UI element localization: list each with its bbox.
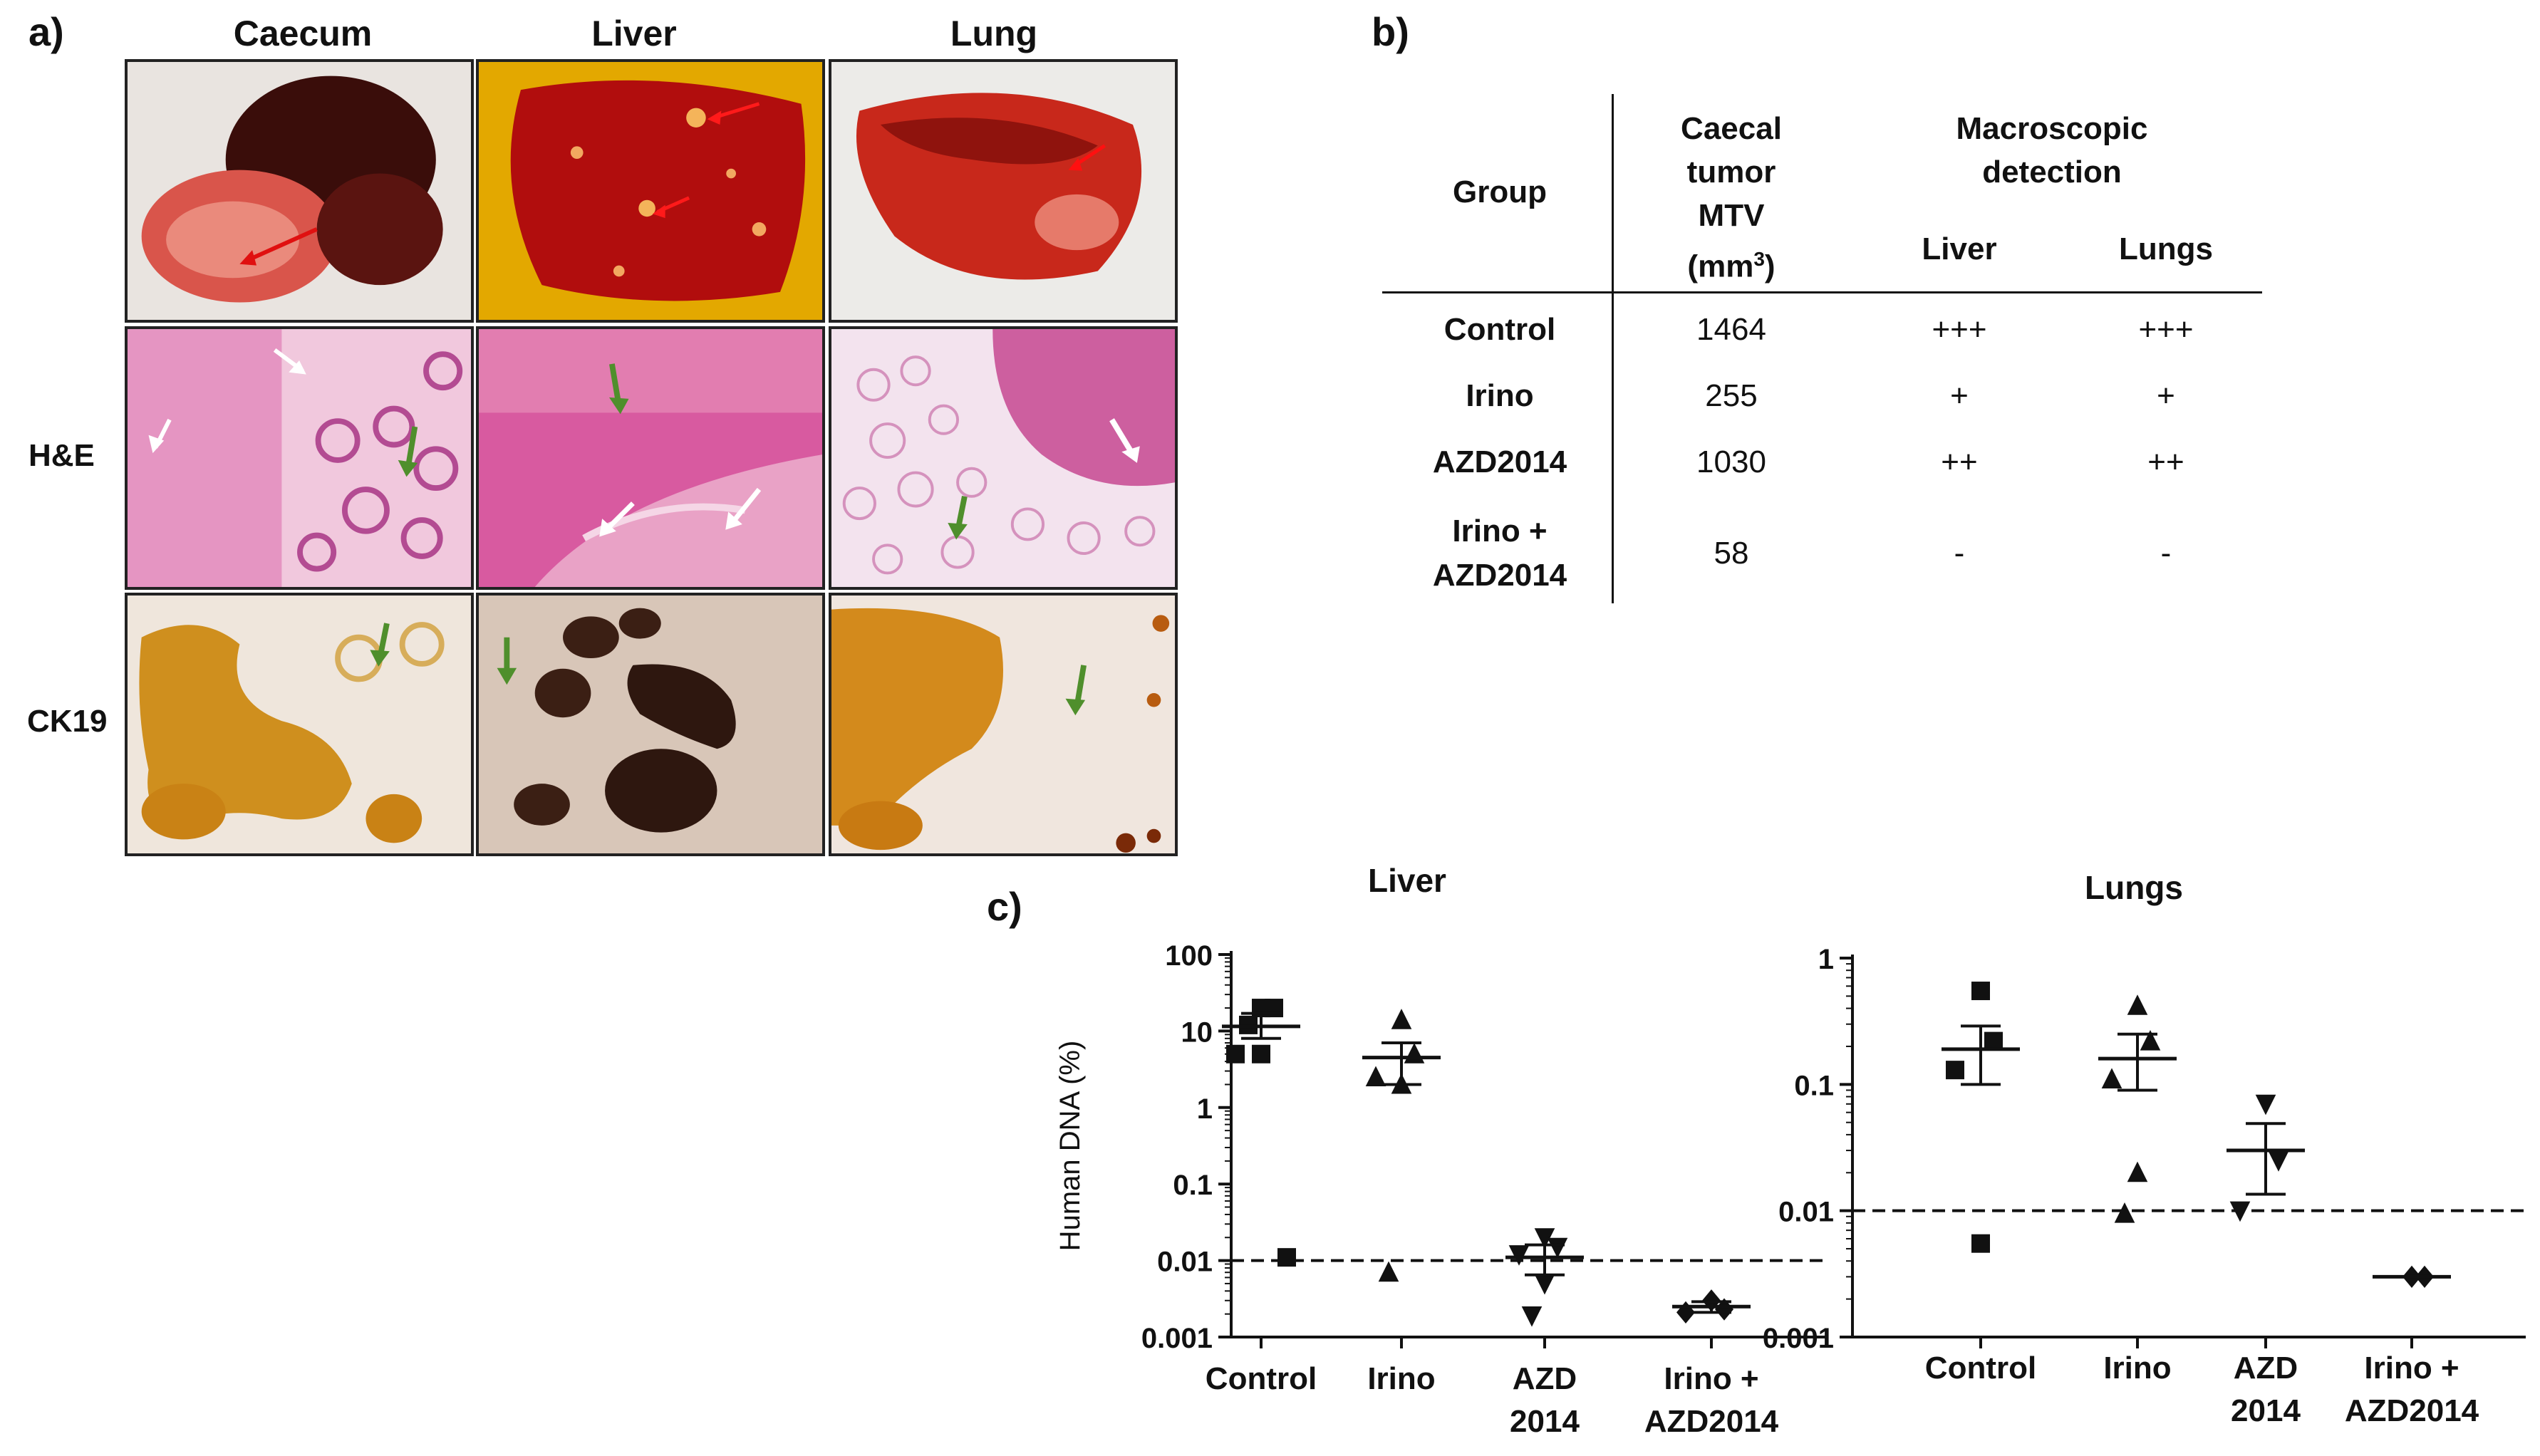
column-title-liver: Liver (591, 14, 677, 53)
column-title-caecum: Caecum (233, 14, 373, 53)
panel-b-letter: b) (1372, 9, 1409, 54)
table-cell-mtv: 1030 (1696, 444, 1766, 479)
lung-ck19-micrograph (829, 593, 1178, 856)
data-point (2114, 1202, 2135, 1223)
table-cell-group: Irino (1466, 378, 1534, 413)
table-cell-mtv: 255 (1705, 378, 1758, 413)
x-tick-label: AZD2014 (2345, 1393, 2479, 1428)
liver-macroscopic-photo (476, 59, 825, 323)
y-tick-label: 0.001 (1763, 1323, 1834, 1354)
data-point (2140, 1030, 2161, 1051)
y-tick-label: 0.1 (1173, 1170, 1213, 1201)
table-cell-group: Control (1443, 312, 1556, 347)
header-group: Group (1453, 175, 1547, 209)
data-point (1391, 1009, 1412, 1029)
x-tick-label: AZD2014 (1644, 1404, 1779, 1439)
data-point (1277, 1248, 1296, 1267)
table-cell-liver: - (1954, 536, 1965, 571)
caecum-macroscopic-photo (125, 59, 474, 323)
data-point (2127, 994, 2148, 1015)
data-point (2127, 1161, 2148, 1182)
y-tick-label: 0.001 (1141, 1323, 1213, 1354)
data-point (1946, 1061, 1964, 1080)
x-tick-label: Control (1925, 1351, 2036, 1385)
y-tick-label: 1 (1197, 1093, 1213, 1125)
data-point (1226, 1044, 1245, 1064)
y-tick-label: 100 (1165, 940, 1213, 972)
panel-c-letter: c) (987, 884, 1022, 929)
table-header-rule (1382, 291, 2262, 293)
table-cell-lungs: ++ (2147, 444, 2184, 479)
x-tick-label: Irino (2103, 1351, 2171, 1385)
data-point (1365, 1066, 1386, 1087)
y-tick-label: 1 (1818, 944, 1834, 975)
data-point (2255, 1094, 2276, 1116)
y-tick-label: 0.1 (1794, 1070, 1834, 1101)
data-point (1547, 1237, 1568, 1259)
header-macroscopic-detection: Macroscopic detection (1956, 111, 2148, 189)
data-point (1534, 1228, 1555, 1249)
data-point (1971, 982, 1990, 1001)
table-cell-lungs: - (2160, 536, 2172, 571)
x-tick-label: Irino + (1664, 1361, 1758, 1396)
data-point (1971, 1234, 1990, 1253)
caecum-ck19-micrograph (125, 593, 474, 856)
data-point (1521, 1306, 1543, 1327)
data-point (1508, 1245, 1530, 1266)
x-tick-label: 2014 (2231, 1393, 2301, 1428)
table-cell-group: AZD2014 (1432, 444, 1567, 479)
chart-title: Lungs (2085, 869, 2183, 906)
data-point (2101, 1068, 2122, 1088)
table-cell-mtv: 58 (1714, 536, 1749, 571)
table-cell-lungs: +++ (2138, 312, 2194, 347)
data-point (1252, 1044, 1270, 1064)
y-tick-label: 0.01 (1157, 1247, 1213, 1278)
lung-he-micrograph (829, 326, 1178, 590)
row-title-ck19: CK19 (27, 704, 108, 739)
lung-macroscopic-photo (829, 59, 1178, 323)
table-cell-mtv: 1464 (1696, 312, 1766, 347)
header-mtv: Caecal tumor MTV (mm3) (1681, 111, 1782, 284)
x-tick-label: AZD (2234, 1351, 2298, 1385)
data-point (1378, 1261, 1399, 1282)
table-vertical-divider (1612, 94, 1614, 603)
data-point (1984, 1031, 2003, 1051)
table-cell-lungs: + (2157, 378, 2175, 413)
y-axis-label: Human DNA (%) (1054, 1041, 1086, 1252)
y-tick-label: 0.01 (1778, 1197, 1834, 1228)
table-cell-liver: + (1950, 378, 1969, 413)
x-tick-label: Irino + (2364, 1351, 2459, 1385)
data-point (2229, 1201, 2251, 1222)
caecum-he-micrograph (125, 326, 474, 590)
x-tick-label: Irino (1367, 1361, 1435, 1396)
data-point (1534, 1274, 1555, 1295)
y-tick-label: 10 (1181, 1016, 1213, 1048)
header-lungs: Lungs (2119, 232, 2213, 266)
liver-ck19-micrograph (476, 593, 825, 856)
data-point (1715, 1298, 1733, 1321)
liver-he-micrograph (476, 326, 825, 590)
x-tick-label: 2014 (1510, 1404, 1580, 1439)
data-point (2268, 1151, 2289, 1172)
table-cell-group: Irino + AZD2014 (1432, 514, 1567, 593)
x-tick-label: AZD (1513, 1361, 1577, 1396)
column-title-lung: Lung (950, 14, 1038, 53)
chart-title: Liver (1368, 862, 1446, 899)
row-title-he: H&E (28, 438, 95, 473)
table-cell-liver: ++ (1941, 444, 1978, 479)
x-tick-label: Control (1206, 1361, 1317, 1396)
data-point (1404, 1043, 1425, 1064)
table-cell-liver: +++ (1932, 312, 1987, 347)
header-liver: Liver (1922, 232, 1997, 266)
panel-a-letter: a) (28, 9, 64, 54)
